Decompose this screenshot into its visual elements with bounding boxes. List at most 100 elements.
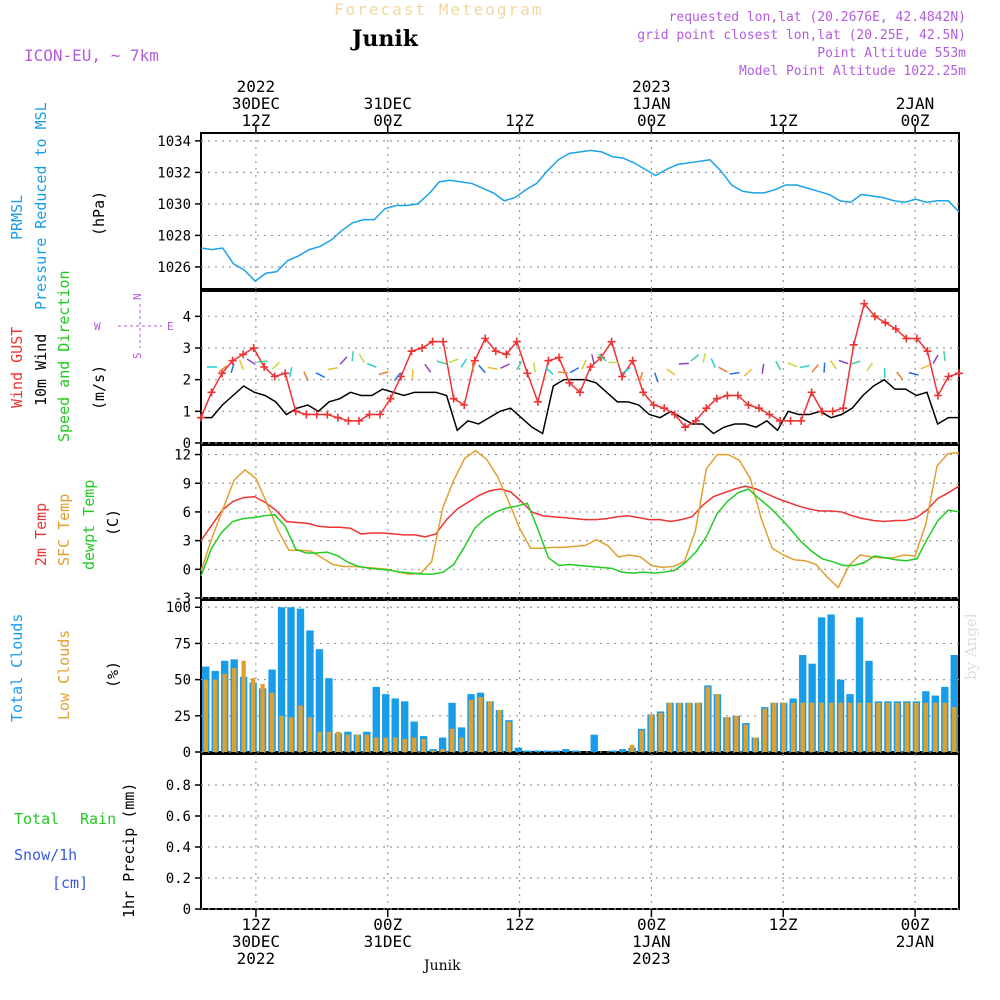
clouds-total-bar [410,721,418,752]
wind-direction-arrow [289,366,293,378]
clouds-low-bar [885,702,891,752]
wind-direction-arrow [424,363,432,373]
gust-marker [312,410,321,419]
wind-direction-arrow [638,371,644,382]
wind-frame [200,290,960,444]
gust-marker [365,410,374,419]
clouds-low-bar [222,673,227,752]
pressure-ytick-label: 1028 [157,228,191,244]
pressure-frame [200,132,960,290]
clouds-low-bar [298,705,303,752]
wind-direction-arrow [591,354,595,365]
clouds-ytick-label: 50 [174,673,191,689]
clouds-low-bar [952,707,957,752]
temperature-series-line [200,488,960,577]
clouds-low-bar [260,683,265,752]
gust-marker [333,413,342,422]
wind-direction-arrow [257,360,268,363]
clouds-total-bar [609,750,617,752]
gust-marker [839,404,848,413]
clouds-low-bar [904,702,910,752]
clouds-low-bar [345,734,351,752]
compass-w: W [94,320,101,333]
top-time-label: 31DEC [364,94,412,113]
clouds-total-bar [306,630,314,752]
gust-marker [281,369,290,378]
gust-marker [375,410,384,419]
gust-marker [912,334,921,343]
gust-marker [502,350,511,359]
clouds-low-bar [203,679,208,752]
clouds-low-bar [667,702,673,752]
wind-direction-arrow [218,365,228,373]
gust-marker [428,337,437,346]
temperature-ytick-label: 3 [183,534,191,550]
compass-s: S [131,352,144,359]
gust-marker [944,372,953,381]
clouds-ytick-label: 0 [183,745,191,761]
clouds-low-bar [800,702,805,752]
pressure-ytick-label: 1026 [157,260,191,276]
pressure-ytick-label: 1032 [157,165,191,181]
precip-ytick-label: 0.6 [166,809,191,825]
gust-marker [544,356,553,365]
wind-direction-arrow [943,351,946,362]
clouds-total-bar [277,607,286,752]
temperature-ytick-label: 6 [183,505,191,521]
precip-ytick-label: 0.8 [166,778,191,794]
clouds-low-bar [857,702,862,752]
gust-marker [323,410,332,419]
clouds-low-bar [430,750,436,752]
wind-direction-arrow [896,371,904,381]
clouds-low-bar [838,702,843,752]
gust-marker [554,353,563,362]
wind-direction-arrow [710,358,716,368]
wind-direction-arrow [327,366,338,371]
clouds-low-bar [724,717,730,752]
wind-direction-arrow [729,371,740,375]
wind-direction-arrow [487,366,498,371]
wind-direction-arrow [436,360,447,365]
gust-marker [881,318,890,327]
clouds-low-bar [250,678,256,752]
gust-marker [660,404,669,413]
clouds-total-bar [827,614,835,752]
clouds-low-bar [402,738,407,752]
clouds-low-bar [288,717,294,752]
gust-marker [818,407,827,416]
pressure-series-line [200,149,960,283]
pressure-panel: 1026 1028 1030 1032 1034 [157,132,960,290]
clouds-low-bar [317,731,322,752]
gust-marker [354,416,363,425]
gust-marker [470,356,479,365]
clouds-total-bar [391,698,399,752]
gust-marker [933,391,942,400]
clouds-low-bar [847,702,853,752]
wind-direction-arrow [690,354,700,362]
wind-direction-arrow [850,360,861,365]
wind-direction-arrow [621,366,631,374]
low-clouds-label: Low Clouds [55,629,73,720]
precip-ytick-label: 0 [183,902,191,918]
gust-marker [765,410,774,419]
wind-direction-arrow [500,363,510,369]
clouds-low-bar [231,668,237,752]
compass-e: E [167,320,174,333]
clouds-low-bar [895,702,900,752]
chart-title: Forecast Meteogram [334,0,544,19]
precip-axis-label: 1hr Precip (mm) [120,782,138,918]
temperature-ytick-label: -3 [174,591,191,607]
clouds-low-bar [809,702,815,752]
gust-marker [418,344,427,352]
gust-marker [955,369,963,378]
clouds-total-bar [287,607,295,752]
wind-direction-arrow [478,364,486,374]
gust-marker [797,416,806,425]
wind-direction-arrow [339,356,348,365]
clouds-total-bar [315,649,324,752]
wind-direction-arrow [271,361,281,370]
clouds-low-bar [478,696,483,752]
gust-marker [849,340,858,349]
clouds-low-bar [686,702,692,752]
